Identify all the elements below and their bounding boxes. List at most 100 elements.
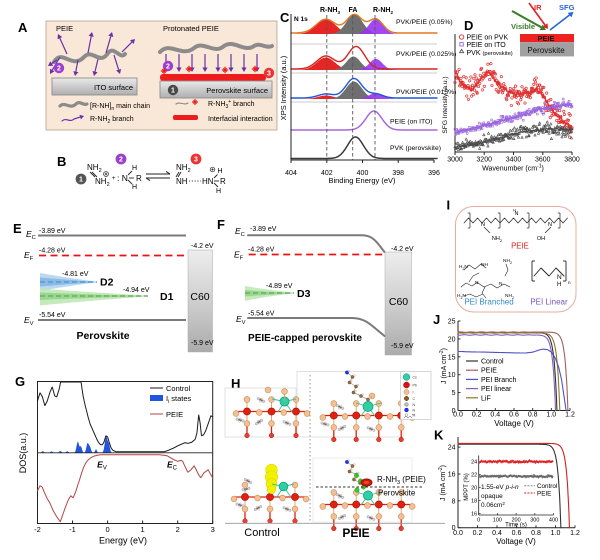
svg-text:N: N	[515, 211, 519, 217]
svg-text:0: 0	[106, 525, 110, 534]
svg-text:FA: FA	[349, 7, 358, 14]
svg-text:SFG Intensity (a.u.): SFG Intensity (a.u.)	[442, 76, 449, 133]
svg-text:404: 404	[285, 170, 297, 177]
svg-text:1.55-eV p-i-n: 1.55-eV p-i-n	[481, 484, 519, 491]
svg-text:N: N	[413, 409, 416, 413]
svg-text:-5.9 eV: -5.9 eV	[191, 340, 214, 347]
svg-text:-4.28 eV: -4.28 eV	[248, 247, 275, 254]
svg-text:Pb: Pb	[413, 384, 417, 388]
svg-text:25: 25	[448, 319, 456, 326]
svg-text:LiF: LiF	[481, 395, 491, 402]
svg-text:PVK/PEIE (0.015%): PVK/PEIE (0.015%)	[396, 89, 456, 96]
svg-text:0: 0	[452, 525, 456, 532]
svg-text:G: G	[15, 374, 25, 389]
svg-text:R-NH3+ branch: R-NH3+ branch	[208, 99, 255, 110]
svg-text:3800: 3800	[564, 157, 580, 164]
svg-text:I: I	[413, 391, 414, 395]
svg-text:H: H	[218, 168, 223, 175]
svg-text:PEIE-capped perovskite: PEIE-capped perovskite	[248, 333, 362, 344]
svg-text:NH2: NH2	[492, 236, 503, 243]
svg-text:Perovskite: Perovskite	[378, 489, 416, 498]
svg-text:HN: HN	[202, 177, 214, 186]
svg-text:Ii states: Ii states	[166, 394, 192, 405]
svg-text:3600: 3600	[535, 157, 551, 164]
svg-text:0.6: 0.6	[512, 530, 522, 537]
svg-text:DOS(a.u.): DOS(a.u.)	[18, 433, 28, 474]
svg-text:5: 5	[452, 390, 456, 397]
svg-text:R-NH2: R-NH2	[373, 7, 394, 15]
svg-text:-5.9 eV: -5.9 eV	[391, 343, 414, 350]
svg-text:EF: EF	[24, 250, 34, 262]
svg-text:D2: D2	[100, 277, 114, 289]
svg-text:R: R	[220, 177, 226, 186]
svg-text:R-NH2 branch: R-NH2 branch	[90, 116, 134, 125]
svg-text:-3.89 eV: -3.89 eV	[250, 226, 277, 233]
svg-text:C: C	[413, 397, 416, 401]
svg-text:PVK/PEIE (0.05%): PVK/PEIE (0.05%)	[396, 19, 453, 26]
svg-text:-4.94 eV: -4.94 eV	[123, 287, 150, 294]
svg-text:Perovskite surface: Perovskite surface	[206, 86, 268, 95]
svg-text:0.6: 0.6	[509, 412, 519, 419]
svg-text:-1: -1	[69, 525, 76, 534]
svg-text:PEI Branch: PEI Branch	[481, 377, 517, 384]
svg-text:1: 1	[171, 88, 175, 95]
svg-text:MPPT (%): MPPT (%)	[464, 473, 470, 501]
svg-text:22: 22	[471, 473, 477, 479]
svg-text:3: 3	[194, 157, 198, 164]
svg-text:N: N	[548, 222, 552, 228]
svg-text:3200: 3200	[476, 157, 492, 164]
svg-text:100: 100	[493, 518, 502, 524]
svg-text:NH2: NH2	[95, 177, 110, 188]
svg-text:Visible: Visible	[511, 22, 535, 31]
svg-text:K: K	[434, 428, 444, 443]
svg-text:Perovskite: Perovskite	[527, 46, 565, 55]
svg-text:18: 18	[471, 498, 477, 504]
svg-text:H: H	[132, 165, 137, 172]
svg-text:C: C	[280, 10, 290, 25]
svg-text:ITO surface: ITO surface	[94, 83, 133, 92]
svg-text:0: 0	[452, 408, 456, 415]
svg-text:: N: : N	[117, 173, 128, 183]
svg-text:-4.2 eV: -4.2 eV	[191, 243, 214, 250]
svg-text:R-NH3: R-NH3	[320, 7, 341, 15]
svg-text:NH: NH	[176, 177, 188, 186]
svg-text:-4.89 eV: -4.89 eV	[266, 283, 293, 290]
svg-text:Binding Energy (eV): Binding Energy (eV)	[328, 176, 396, 185]
svg-text:NH2: NH2	[176, 163, 191, 174]
svg-text:0.4: 0.4	[492, 530, 502, 537]
svg-text:PEI Linear: PEI Linear	[530, 298, 568, 307]
svg-text:PEI Branched: PEI Branched	[464, 298, 513, 307]
svg-text:20: 20	[471, 486, 477, 492]
svg-text:10: 10	[448, 372, 456, 379]
svg-text:-4.81 eV: -4.81 eV	[62, 271, 89, 278]
svg-text:NH2: NH2	[87, 163, 102, 174]
svg-text:400: 400	[357, 170, 369, 177]
svg-text:24: 24	[471, 460, 477, 466]
svg-text:-3.89 eV: -3.89 eV	[39, 228, 66, 235]
svg-text:0.8: 0.8	[531, 530, 541, 537]
svg-text:1: 1	[141, 525, 145, 534]
svg-text:N: N	[481, 222, 485, 228]
svg-text:Cs: Cs	[413, 376, 418, 380]
svg-text:2: 2	[166, 64, 170, 71]
svg-text:Control: Control	[537, 483, 557, 490]
svg-text:3400: 3400	[506, 157, 522, 164]
svg-text:C60: C60	[190, 291, 209, 303]
svg-text:PEIE: PEIE	[166, 410, 183, 419]
svg-text:PEIE: PEIE	[342, 526, 369, 540]
svg-text:D: D	[464, 18, 473, 33]
svg-text:396: 396	[428, 170, 440, 177]
svg-text:0.06cm2: 0.06cm2	[481, 501, 505, 509]
svg-text:opaque: opaque	[481, 493, 503, 500]
svg-text:[R-NH]n main chain: [R-NH]n main chain	[90, 103, 150, 112]
svg-text:H: H	[216, 188, 221, 195]
svg-text:Voltage (V): Voltage (V)	[496, 537, 536, 546]
svg-text:IR: IR	[534, 3, 542, 12]
svg-text:300: 300	[530, 518, 539, 524]
svg-text:EV: EV	[24, 315, 34, 327]
svg-text:PEI linear: PEI linear	[481, 386, 512, 393]
svg-text:H: H	[231, 376, 240, 391]
svg-text:200: 200	[512, 518, 521, 524]
svg-text:H: H	[132, 184, 137, 191]
svg-text:F: F	[217, 217, 225, 232]
